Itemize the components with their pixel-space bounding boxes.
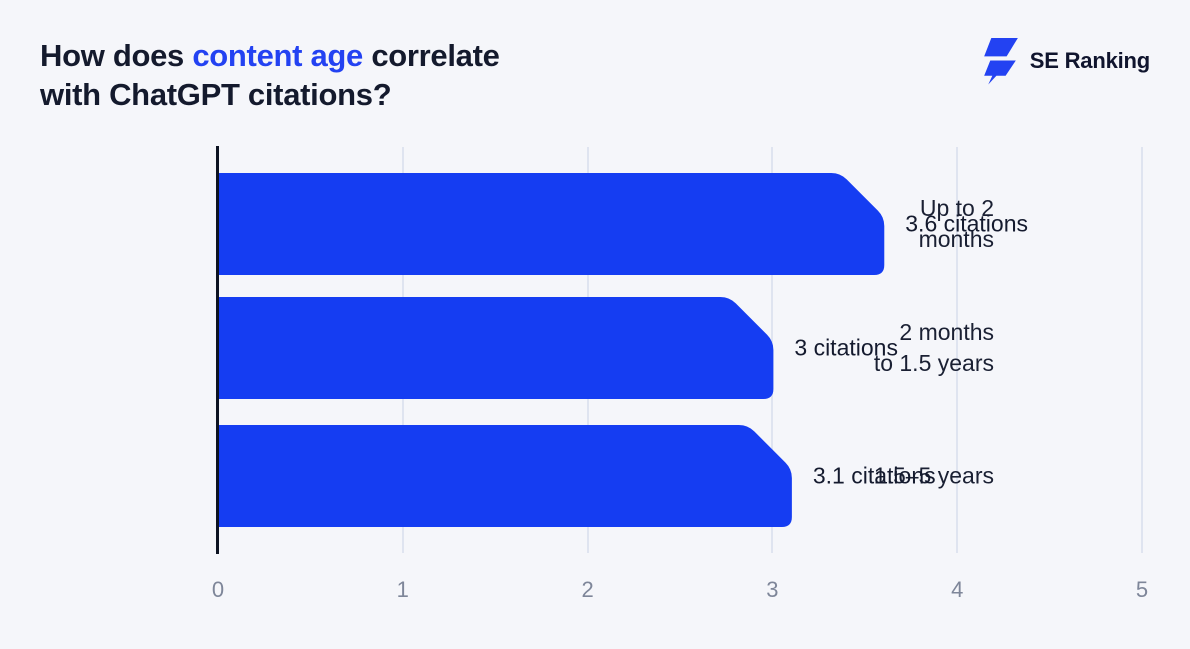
title-text-after: correlate <box>363 38 500 73</box>
x-tick-label: 5 <box>1135 577 1149 602</box>
category-label-line: 2 months <box>899 319 994 345</box>
category-label-line: 1.5–5 years <box>873 462 994 489</box>
value-label: 3.6 citations <box>905 210 1029 237</box>
value-label: 3 citations <box>794 334 898 361</box>
title-line2: with ChatGPT citations? <box>40 77 392 112</box>
lightning-bolt-icon <box>982 37 1019 85</box>
x-tick-label: 4 <box>951 577 964 602</box>
brand-name: SE Ranking <box>1029 48 1150 73</box>
bar-1 <box>219 297 774 399</box>
x-tick-label: 1 <box>396 577 409 602</box>
y-axis-line <box>216 146 219 554</box>
x-tick-label: 0 <box>211 577 225 602</box>
category-label: 2 months to 1.5 years <box>874 317 994 379</box>
x-tick-label: 2 <box>581 577 594 602</box>
x-tick-label: 3 <box>766 577 779 602</box>
value-label: 3.1 citations <box>812 462 936 489</box>
category-label-line: to 1.5 years <box>873 350 994 376</box>
gridline-x4 <box>956 147 959 553</box>
title-highlight: content age <box>192 38 363 73</box>
page-title: How does content age correlate with ChatG… <box>40 36 500 114</box>
category-label: Up to 2 months <box>919 193 994 255</box>
bar-0 <box>219 173 885 275</box>
title-text: How does <box>40 38 193 73</box>
brand-logo: SE Ranking <box>982 36 1150 86</box>
category-label-line: months <box>918 226 994 252</box>
category-label: 1.5–5 years <box>874 461 994 492</box>
category-label-line: Up to 2 <box>919 195 994 221</box>
bar-2 <box>219 425 792 527</box>
gridline-x5 <box>1141 147 1143 553</box>
